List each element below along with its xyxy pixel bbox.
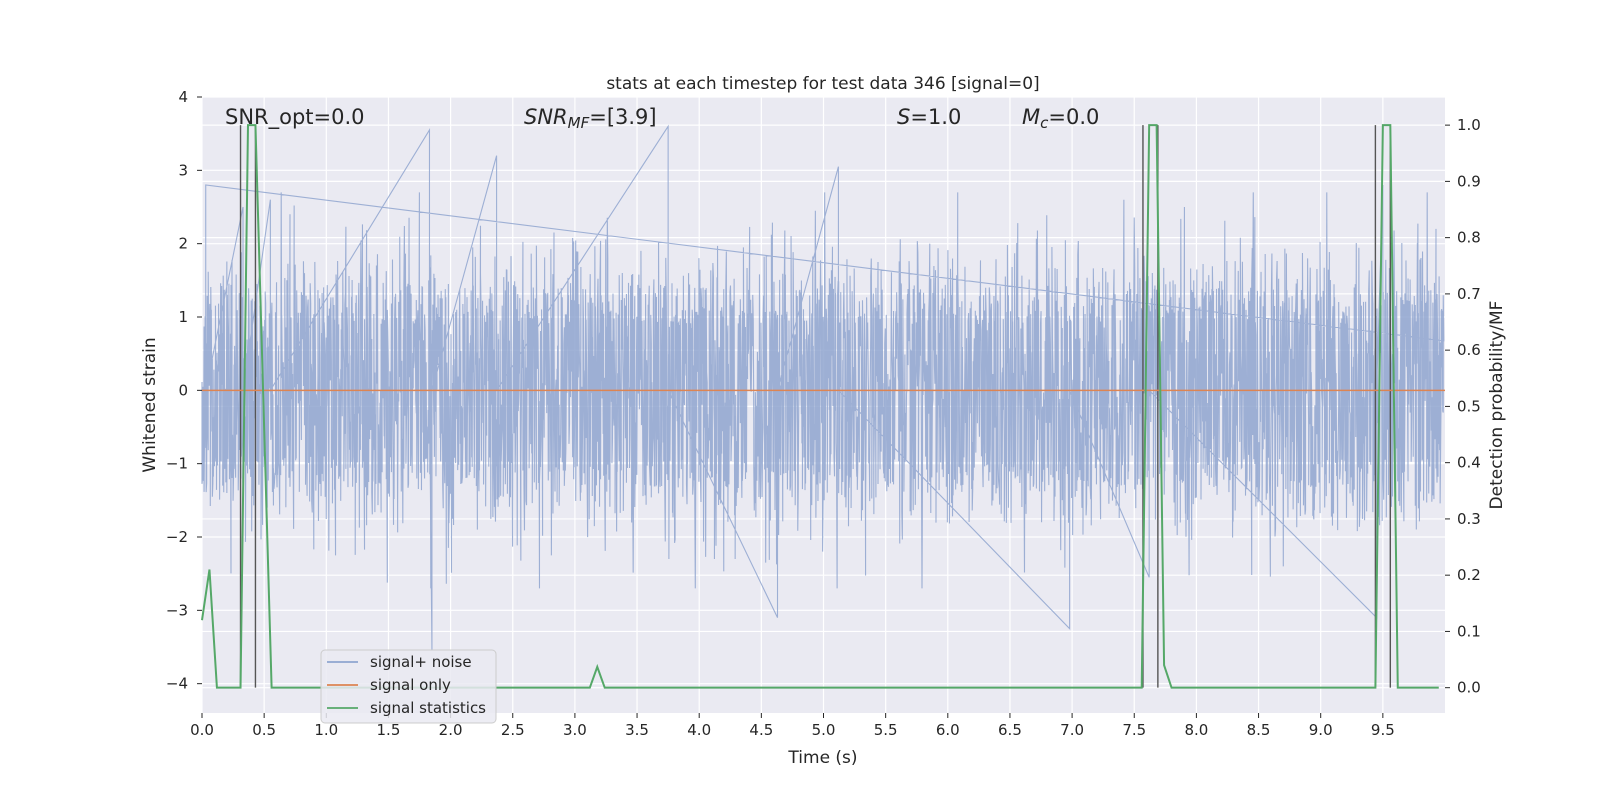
legend-label-signal: signal only [370,676,451,694]
x-tick-label: 5.0 [812,721,836,739]
x-tick-label: 8.0 [1184,721,1208,739]
x-tick-label: 3.5 [625,721,649,739]
y-right-tick-label: 0.5 [1457,397,1481,415]
x-tick-label: 8.5 [1247,721,1271,739]
annotation-mc-main: M [1022,105,1040,129]
x-tick-label: 4.5 [749,721,773,739]
y-left-tick-label: 1 [178,308,188,326]
y-left-tick-label: 3 [178,161,188,179]
y-right-tick-label: 0.1 [1457,622,1481,640]
annotation-snr-mf-value: =[3.9] [589,105,656,129]
x-tick-label: 2.5 [501,721,525,739]
line-series-layer [201,124,1445,689]
legend-label-stats: signal statistics [370,699,486,717]
legend: signal+ noise signal only signal statist… [320,649,497,724]
annotation-snr-opt: SNR_opt=0.0 [225,105,365,130]
legend-box [320,649,497,724]
y-right-tick-label: 0.3 [1457,510,1481,528]
x-tick-label: 0.0 [190,721,214,739]
axis-layer: 0.0 0.5 1.0 1.5 2.0 2.5 3.0 3.5 4.0 4.5 5.0 5.5 6.0 6… [166,88,1481,739]
x-tick-label: 4.0 [687,721,711,739]
annotation-group: SNR_opt=0.0 SNRMF=[3.9] S=1.0 Mc=0.0 [225,105,1099,132]
y-left-tick-label: 0 [178,381,188,399]
y-left-tick-label: −1 [166,455,188,473]
annotation-s-main: S [897,105,910,129]
x-tick-label: 6.0 [936,721,960,739]
annotation-snr-mf: SNRMF=[3.9] [524,105,657,132]
y-right-tick-label: 1.0 [1457,116,1481,134]
y-right-tick-label: 0.6 [1457,341,1481,359]
x-axis-label: Time (s) [787,748,857,768]
x-tick-label: 9.5 [1371,721,1395,739]
x-tick-label: 7.0 [1060,721,1084,739]
y-right-tick-label: 0.0 [1457,679,1481,697]
x-tick-label: 7.5 [1122,721,1146,739]
x-tick-label: 6.5 [998,721,1022,739]
annotation-mc: Mc=0.0 [1022,105,1099,132]
series-signal-statistics [201,124,1439,689]
y-right-tick-label: 0.7 [1457,285,1481,303]
annotation-mc-value: =0.0 [1048,105,1099,129]
x-tick-label: 2.0 [439,721,463,739]
y-left-tick-label: −3 [166,601,188,619]
y-right-tick-label: 0.9 [1457,172,1481,190]
y-right-tick-label: 0.8 [1457,229,1481,247]
annotation-s-value: =1.0 [910,105,961,129]
annotation-s: S=1.0 [897,105,961,129]
x-tick-label: 9.0 [1309,721,1333,739]
x-tick-label: 1.5 [377,721,401,739]
x-tick-label: 0.5 [252,721,276,739]
chart-title: stats at each timestep for test data 346… [606,74,1039,94]
y-axis-label-left: Whitened strain [140,337,160,472]
x-tick-label: 3.0 [563,721,587,739]
annotation-mc-sub: c [1040,114,1049,132]
series-signal-noise [201,124,1445,651]
y-right-tick-label: 0.4 [1457,454,1481,472]
x-tick-label: 1.0 [314,721,338,739]
y-left-tick-label: 4 [178,88,188,106]
noise-series-layer [201,124,1445,651]
y-right-tick-label: 0.2 [1457,566,1481,584]
x-tick-label: 5.5 [874,721,898,739]
annotation-snr-mf-main: SNR [524,105,568,129]
y-axis-label-right: Detection probability/MF [1487,301,1507,510]
annotation-snr-mf-sub: MF [568,114,590,132]
y-left-tick-label: −4 [166,675,188,693]
y-left-tick-label: 2 [178,235,188,253]
legend-label-noise: signal+ noise [370,653,472,671]
y-left-tick-label: −2 [166,528,188,546]
